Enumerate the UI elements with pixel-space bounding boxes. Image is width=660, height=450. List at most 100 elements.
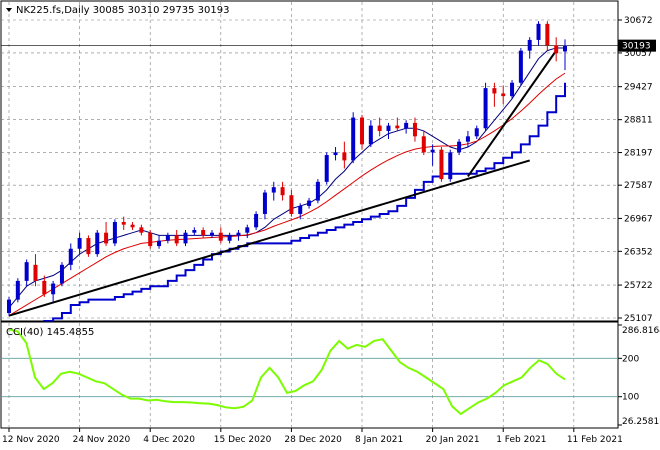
candle-body-5 <box>51 283 56 295</box>
candle-body-30 <box>271 187 276 193</box>
candle-body-48 <box>430 149 435 153</box>
candle-body-29 <box>262 192 267 214</box>
candle-body-10 <box>95 232 100 255</box>
price-y-axis: 30672 30057 29427 28811 28197 27587 26967 26352… <box>618 16 656 324</box>
x-tick-label-7: 1 Feb 2021 <box>496 435 546 445</box>
price-tick-label-3: 28811 <box>624 116 653 126</box>
candle-body-13 <box>121 221 126 225</box>
moving-average-long <box>8 72 566 317</box>
cci-tick-label-0: 286.8164 <box>622 326 660 336</box>
cci-tick-label-3: 26.2581 <box>622 417 659 427</box>
candle-body-22 <box>201 230 206 236</box>
x-axis: 12 Nov 2020 24 Nov 2020 4 Dec 2020 15 Dec 2… <box>2 428 623 445</box>
candle-body-23 <box>209 232 214 236</box>
cci-grid <box>1 323 618 427</box>
candle-body-12 <box>112 221 117 244</box>
candle-body-14 <box>130 224 135 228</box>
x-tick-label-4: 28 Dec 2020 <box>284 435 342 445</box>
candle-body-28 <box>254 213 259 228</box>
price-panel-frame <box>0 0 619 322</box>
chart-title-group: NK225.fs,Daily 30085 30310 29735 30193 <box>6 5 229 16</box>
candle-body-49 <box>439 149 444 180</box>
candle-body-21 <box>192 230 197 233</box>
candle-body-37 <box>333 152 338 156</box>
candle-body-9 <box>86 238 91 255</box>
candle-body-53 <box>474 128 479 137</box>
candle-body-31 <box>280 187 285 196</box>
candle-body-11 <box>104 232 109 244</box>
candle-body-36 <box>324 155 329 182</box>
candle-body-39 <box>351 117 356 161</box>
x-tick-label-1: 24 Nov 2020 <box>73 435 131 445</box>
candle-body-0 <box>7 299 11 314</box>
candle-body-45 <box>404 122 409 129</box>
candle-body-32 <box>289 195 294 214</box>
price-grid <box>1 2 618 320</box>
collapse-triangle-icon[interactable] <box>6 8 12 12</box>
cci-label: CCI(40) 145.4855 <box>6 327 94 338</box>
candle-body-20 <box>183 232 188 244</box>
candle-body-57 <box>510 82 515 97</box>
candle-body-54 <box>483 88 488 129</box>
price-tick-label-4: 28197 <box>624 149 653 159</box>
candle-body-47 <box>421 136 426 153</box>
cci-panel-frame <box>0 321 619 429</box>
candle-body-35 <box>315 181 320 201</box>
price-marks <box>1 21 618 325</box>
x-tick-label-8: 11 Feb 2021 <box>567 435 623 445</box>
candle-body-16 <box>148 232 153 247</box>
x-tick-label-6: 20 Jan 2021 <box>426 435 480 445</box>
candle-body-27 <box>245 227 250 233</box>
candle-body-15 <box>139 227 144 233</box>
candle-body-51 <box>457 141 462 153</box>
candle-body-62 <box>554 45 559 54</box>
candle-body-19 <box>174 235 179 244</box>
price-tick-label-7: 26352 <box>624 247 653 257</box>
candle-body-55 <box>492 88 497 94</box>
price-tick-label-2: 29427 <box>624 83 653 93</box>
price-panel: 30672 30057 29427 28811 28197 27587 26967 26352… <box>0 0 656 325</box>
chart-title: NK225.fs,Daily 30085 30310 29735 30193 <box>16 5 229 16</box>
cci-marks <box>8 328 566 416</box>
long-trendline <box>8 159 530 317</box>
candle-body-58 <box>518 50 523 83</box>
candle-body-63 <box>563 45 567 52</box>
cci-tick-label-1: 200 <box>622 354 639 364</box>
cci-y-axis: 286.8164 200 100 26.2581 <box>618 324 660 427</box>
candle-body-56 <box>501 93 506 97</box>
price-tick-label-5: 27587 <box>624 181 653 191</box>
candle-body-24 <box>218 232 223 241</box>
candle-body-2 <box>24 262 29 281</box>
price-tick-label-0: 30672 <box>624 16 653 26</box>
current-price-label: 30193 <box>622 42 651 52</box>
candle-body-42 <box>377 125 382 131</box>
moving-average-short <box>8 47 565 308</box>
current-price-box <box>618 39 656 52</box>
price-tick-label-9: 25107 <box>624 314 653 324</box>
candle-body-38 <box>342 152 347 161</box>
x-tick-label-5: 8 Jan 2021 <box>355 435 403 445</box>
candle-body-18 <box>165 235 170 241</box>
candle-body-41 <box>368 125 373 145</box>
candle-body-34 <box>307 200 312 206</box>
candle-body-33 <box>298 205 303 214</box>
support-step-line <box>9 82 566 325</box>
candle-body-61 <box>545 23 550 46</box>
cci-tick-label-2: 100 <box>622 393 639 403</box>
x-tick-label-2: 4 Dec 2020 <box>143 435 195 445</box>
candle-body-7 <box>68 248 73 265</box>
candle-body-60 <box>536 23 541 40</box>
candle-body-1 <box>15 280 20 300</box>
cci-line <box>8 328 566 416</box>
x-tick-label-0: 12 Nov 2020 <box>2 435 60 445</box>
candle-body-8 <box>77 238 82 249</box>
candle-body-44 <box>395 125 400 129</box>
candle-body-3 <box>33 264 38 281</box>
price-tick-label-1: 30057 <box>624 49 653 59</box>
candle-body-26 <box>236 232 241 236</box>
short-trendline <box>467 50 557 178</box>
cci-panel: 286.8164 200 100 26.2581 CCI(40) 145.4855 <box>0 321 660 429</box>
candle-body-17 <box>157 240 162 247</box>
candle-body-46 <box>412 122 417 137</box>
